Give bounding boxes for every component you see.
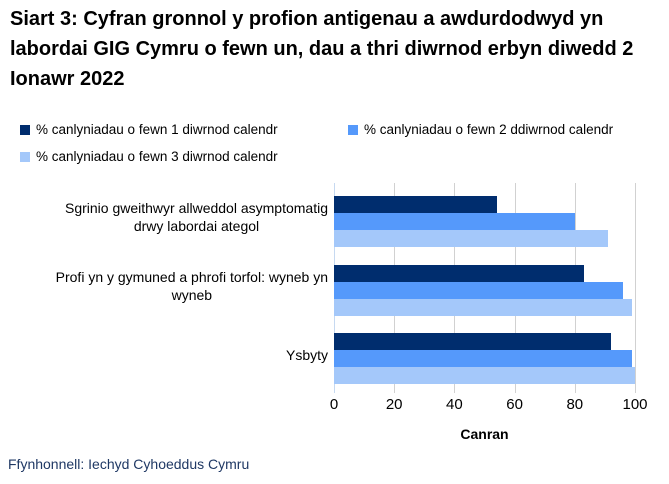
bar-series3-cat2 xyxy=(334,298,632,316)
bar-series3-cat1 xyxy=(334,230,608,247)
tick-mark xyxy=(334,389,335,393)
x-tick-label: 100 xyxy=(622,396,648,413)
legend-item-1: % canlyniadau o fewn 1 diwrnod calendr xyxy=(20,116,348,143)
bar-series1-cat2 xyxy=(334,264,584,282)
legend-item-2: % canlyniadau o fewn 2 ddiwrnod calendr xyxy=(348,116,660,143)
category-label-2: Profi yn y gymuned a phrofi torfol: wyne… xyxy=(8,252,328,321)
legend: % canlyniadau o fewn 1 diwrnod calendr % … xyxy=(20,116,660,170)
source-note: Ffynhonnell: Iechyd Cyhoeddus Cymru xyxy=(8,456,250,472)
x-tick-label: 20 xyxy=(385,396,403,413)
x-tick-label: 60 xyxy=(506,396,523,413)
legend-swatch-icon xyxy=(20,124,30,135)
legend-label: % canlyniadau o fewn 1 diwrnod calendr xyxy=(36,122,278,137)
tick-mark xyxy=(574,389,576,393)
legend-swatch-icon xyxy=(20,151,30,162)
bar-series1-cat3 xyxy=(334,333,611,351)
x-tick-label: 80 xyxy=(566,396,584,413)
bar-series2-cat1 xyxy=(334,213,575,230)
bar-series3-cat3 xyxy=(334,367,635,385)
legend-label: % canlyniadau o fewn 2 ddiwrnod calendr xyxy=(364,122,614,137)
x-axis-title: Canran xyxy=(460,426,509,442)
legend-swatch-icon xyxy=(348,124,358,135)
bar-series2-cat3 xyxy=(334,350,632,368)
gridline xyxy=(635,183,636,389)
x-tick-label: 40 xyxy=(446,396,463,413)
bar-series1-cat1 xyxy=(334,196,497,213)
bar-series2-cat2 xyxy=(334,281,623,299)
chart-title: Siart 3: Cyfran gronnol y profion antige… xyxy=(10,8,634,90)
x-tick-label: 0 xyxy=(329,396,339,413)
plot-area xyxy=(334,183,661,393)
legend-label: % canlyniadau o fewn 3 diwrnod calendr xyxy=(36,149,278,164)
legend-item-3: % canlyniadau o fewn 3 diwrnod calendr xyxy=(20,143,348,170)
category-label-text: Sgrinio gweithwyr allweddol asymptomatig… xyxy=(64,200,328,235)
category-label-3: Ysbyty xyxy=(8,320,328,389)
category-label-1: Sgrinio gweithwyr allweddol asymptomatig… xyxy=(8,183,328,252)
tick-mark xyxy=(394,389,396,393)
category-label-text: Ysbyty xyxy=(285,346,328,363)
category-label-text: Profi yn y gymuned a phrofi torfol: wyne… xyxy=(55,268,328,303)
tick-mark xyxy=(454,389,456,393)
tick-mark xyxy=(635,389,636,393)
tick-mark xyxy=(514,389,516,393)
